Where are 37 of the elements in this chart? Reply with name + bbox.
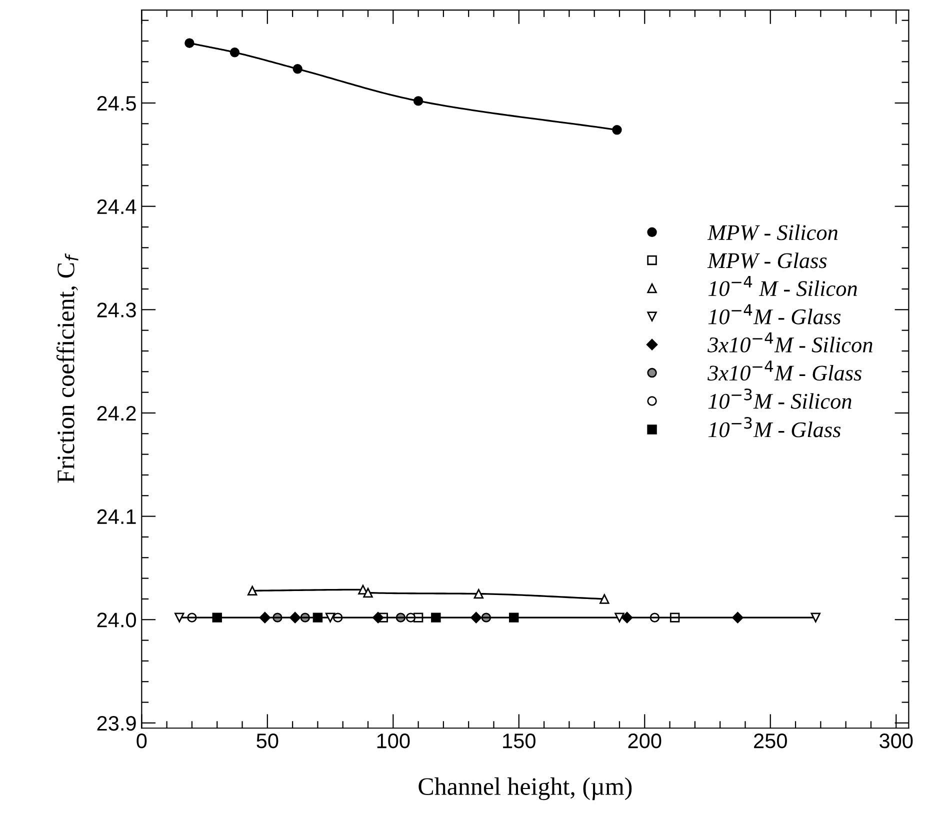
legend-label: 10$^{−3}$M - Silicon <box>708 388 852 409</box>
legend-label: MPW - Silicon <box>707 224 838 240</box>
point <box>600 594 610 604</box>
y-tick-label: 24.4 <box>97 199 136 214</box>
x-tick-label: 250 <box>754 734 787 748</box>
point <box>614 612 624 622</box>
y-tick-label: 24.3 <box>97 302 136 318</box>
y-tick-label: 23.9 <box>97 716 136 731</box>
x-axis-title: Channel height, (µm) <box>418 777 632 800</box>
point <box>325 612 336 622</box>
x-tick-label: 200 <box>628 734 662 748</box>
y-tick-label: 24.5 <box>97 96 136 111</box>
legend-label: MPW - Glass <box>707 252 827 268</box>
legend-label: 3x10$^{−4}$M - Silicon <box>708 332 872 352</box>
legend-label: 10$^{−4}$M - Glass <box>708 304 841 324</box>
x-tick-label: 50 <box>256 734 278 748</box>
x-tick-label: 300 <box>880 734 913 748</box>
point <box>810 612 821 622</box>
point <box>230 48 240 58</box>
y-tick-label: 24.2 <box>97 406 136 421</box>
point <box>174 612 184 622</box>
x-tick-label: 0 <box>136 734 147 748</box>
legend-label: 10$^{−3}$M - Glass <box>708 417 841 438</box>
point <box>184 38 194 48</box>
legend-label: 3x10$^{−4}$M - Glass <box>708 360 862 381</box>
y-tick-label: 24.0 <box>97 612 136 628</box>
point <box>292 64 302 74</box>
x-tick-label: 150 <box>503 734 536 748</box>
point <box>413 96 424 106</box>
y-tick-label: 24.1 <box>97 509 136 524</box>
point <box>612 125 622 135</box>
point <box>474 588 484 599</box>
point <box>247 586 258 596</box>
point <box>363 588 373 598</box>
x-tick-label: 100 <box>377 734 410 748</box>
legend-label: 10$^{−4}$ M - Silicon <box>708 276 857 296</box>
y-axis-title: Friction coefficient, C$_{f}$ <box>56 253 78 483</box>
